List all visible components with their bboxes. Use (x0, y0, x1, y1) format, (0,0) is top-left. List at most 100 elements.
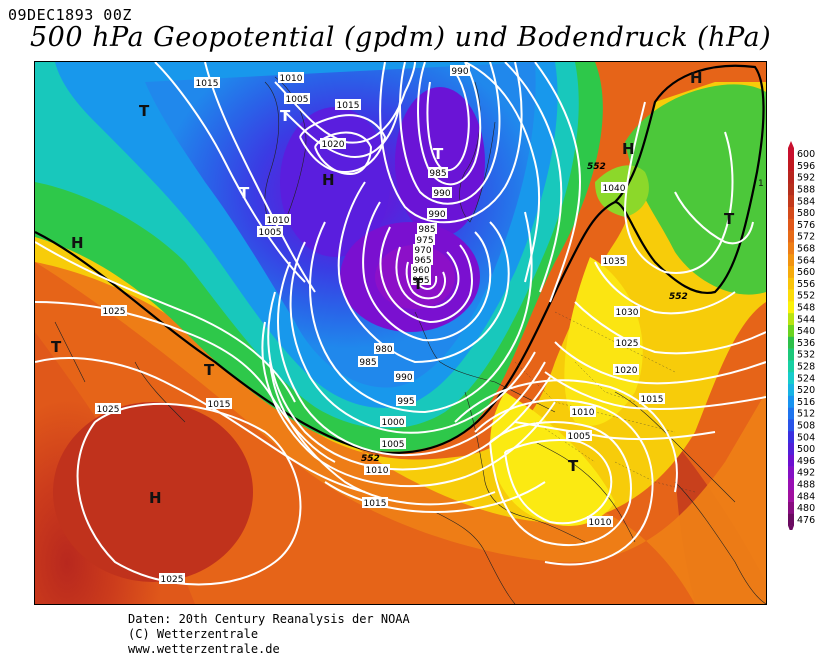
center-H4: H (690, 69, 703, 87)
legend-swatch (788, 336, 794, 349)
label-1025d: 1025 (616, 339, 639, 349)
legend-value: 600 (797, 149, 815, 160)
legend-value: 544 (797, 314, 815, 325)
legend-value: 476 (797, 515, 815, 526)
legend-value: 556 (797, 279, 815, 290)
center-T2: T (280, 107, 291, 125)
legend-swatch (788, 431, 794, 444)
contour-label-552a: 552 (361, 454, 380, 464)
legend-value: 528 (797, 362, 815, 373)
legend-swatch (788, 230, 794, 243)
legend-value: 560 (797, 267, 815, 278)
legend-swatch (788, 266, 794, 279)
legend-value: 592 (797, 173, 815, 184)
legend-swatch (788, 325, 794, 338)
center-H5: H (622, 140, 635, 158)
center-H1: H (322, 171, 335, 189)
legend-value: 512 (797, 409, 815, 420)
label-1005c: 1005 (382, 440, 405, 450)
label-1020b: 1020 (615, 366, 638, 376)
legend-value: 580 (797, 208, 815, 219)
label-1005a: 1005 (286, 95, 309, 105)
label-995: 995 (397, 397, 414, 407)
legend-swatch (788, 372, 794, 385)
legend-value: 520 (797, 385, 815, 396)
green-zone-northeast (625, 84, 766, 295)
label-1015e: 1015 (641, 395, 664, 405)
legend-value: 524 (797, 373, 815, 384)
legend-value: 596 (797, 161, 815, 172)
legend-value: 488 (797, 480, 815, 491)
contour-label-552b: 552 (587, 162, 606, 172)
label-1010e: 1010 (589, 518, 612, 528)
label-985c: 985 (359, 358, 376, 368)
center-T1: T (139, 102, 150, 120)
contour-label-552c: 552 (669, 292, 688, 302)
label-975: 975 (416, 236, 433, 246)
label-1005d: 1005 (568, 432, 591, 442)
color-legend: 6005965925885845805765725685645605565525… (788, 141, 815, 530)
label-990d: 990 (395, 373, 412, 383)
label-1015c: 1015 (364, 499, 387, 509)
center-T3: T (239, 184, 250, 202)
legend-swatch (788, 242, 794, 255)
legend-swatch (788, 301, 794, 314)
credit-data-source: Daten: 20th Century Reanalysis der NOAA (128, 612, 410, 626)
label-1025c: 1025 (161, 575, 184, 585)
label-1025a: 1025 (103, 307, 126, 317)
legend-swatch (788, 277, 794, 290)
map-canvas: 1015 1010 1005 1015 990 1020 985 990 101… (35, 62, 766, 604)
label-1015b: 1015 (337, 101, 360, 111)
legend-swatch (788, 419, 794, 432)
legend-swatch (788, 454, 794, 467)
legend-swatch (788, 218, 794, 231)
legend-value: 484 (797, 491, 815, 502)
label-1010b: 1010 (267, 216, 290, 226)
credit-website: www.wetterzentrale.de (128, 642, 280, 656)
label-1015d: 1015 (208, 400, 231, 410)
label-990a: 990 (451, 67, 468, 77)
label-1005b: 1005 (259, 228, 282, 238)
legend-value: 540 (797, 326, 815, 337)
legend-swatch (788, 502, 794, 515)
legend-value: 492 (797, 468, 815, 479)
credit-copyright: (C) Wetterzentrale (128, 627, 259, 641)
isobar-labels: 1015 1010 1005 1015 990 1020 985 990 101… (95, 65, 665, 585)
label-955: 955 (412, 276, 429, 286)
label-970: 970 (414, 246, 431, 256)
center-T8: T (724, 210, 735, 228)
legend-swatch (788, 407, 794, 420)
legend-swatch (788, 289, 794, 302)
label-985a: 985 (429, 169, 446, 179)
legend-swatch (788, 466, 794, 479)
isobars (35, 62, 766, 586)
edge-mark: 1 (758, 179, 764, 189)
legend-swatch (788, 183, 794, 196)
label-1020a: 1020 (322, 140, 345, 150)
legend-value: 588 (797, 185, 815, 196)
legend-swatch (788, 207, 794, 220)
legend-value: 532 (797, 350, 815, 361)
legend-arrow-bottom (788, 525, 794, 530)
label-1000: 1000 (382, 418, 405, 428)
legend-swatch (788, 478, 794, 491)
legend-value: 576 (797, 220, 815, 231)
map-title: 500 hPa Geopotential (gpdm) und Bodendru… (30, 22, 772, 53)
legend-swatch (788, 490, 794, 503)
label-990b: 990 (433, 189, 450, 199)
label-1030: 1030 (616, 308, 639, 318)
legend-swatch (788, 159, 794, 172)
center-T5: T (413, 275, 424, 293)
legend-value: 548 (797, 303, 815, 314)
label-960: 960 (412, 266, 429, 276)
pressure-centers: T T T H T T H T T H H H T T 1 (51, 69, 764, 507)
label-990c: 990 (428, 210, 445, 220)
legend-swatch (788, 443, 794, 456)
purple-low-north (280, 107, 390, 257)
legend-swatch (788, 195, 794, 208)
label-1035: 1035 (603, 257, 626, 267)
legend-value: 564 (797, 255, 815, 266)
label-1015a: 1015 (196, 79, 219, 89)
label-1025b: 1025 (97, 405, 120, 415)
legend-value: 584 (797, 196, 815, 207)
